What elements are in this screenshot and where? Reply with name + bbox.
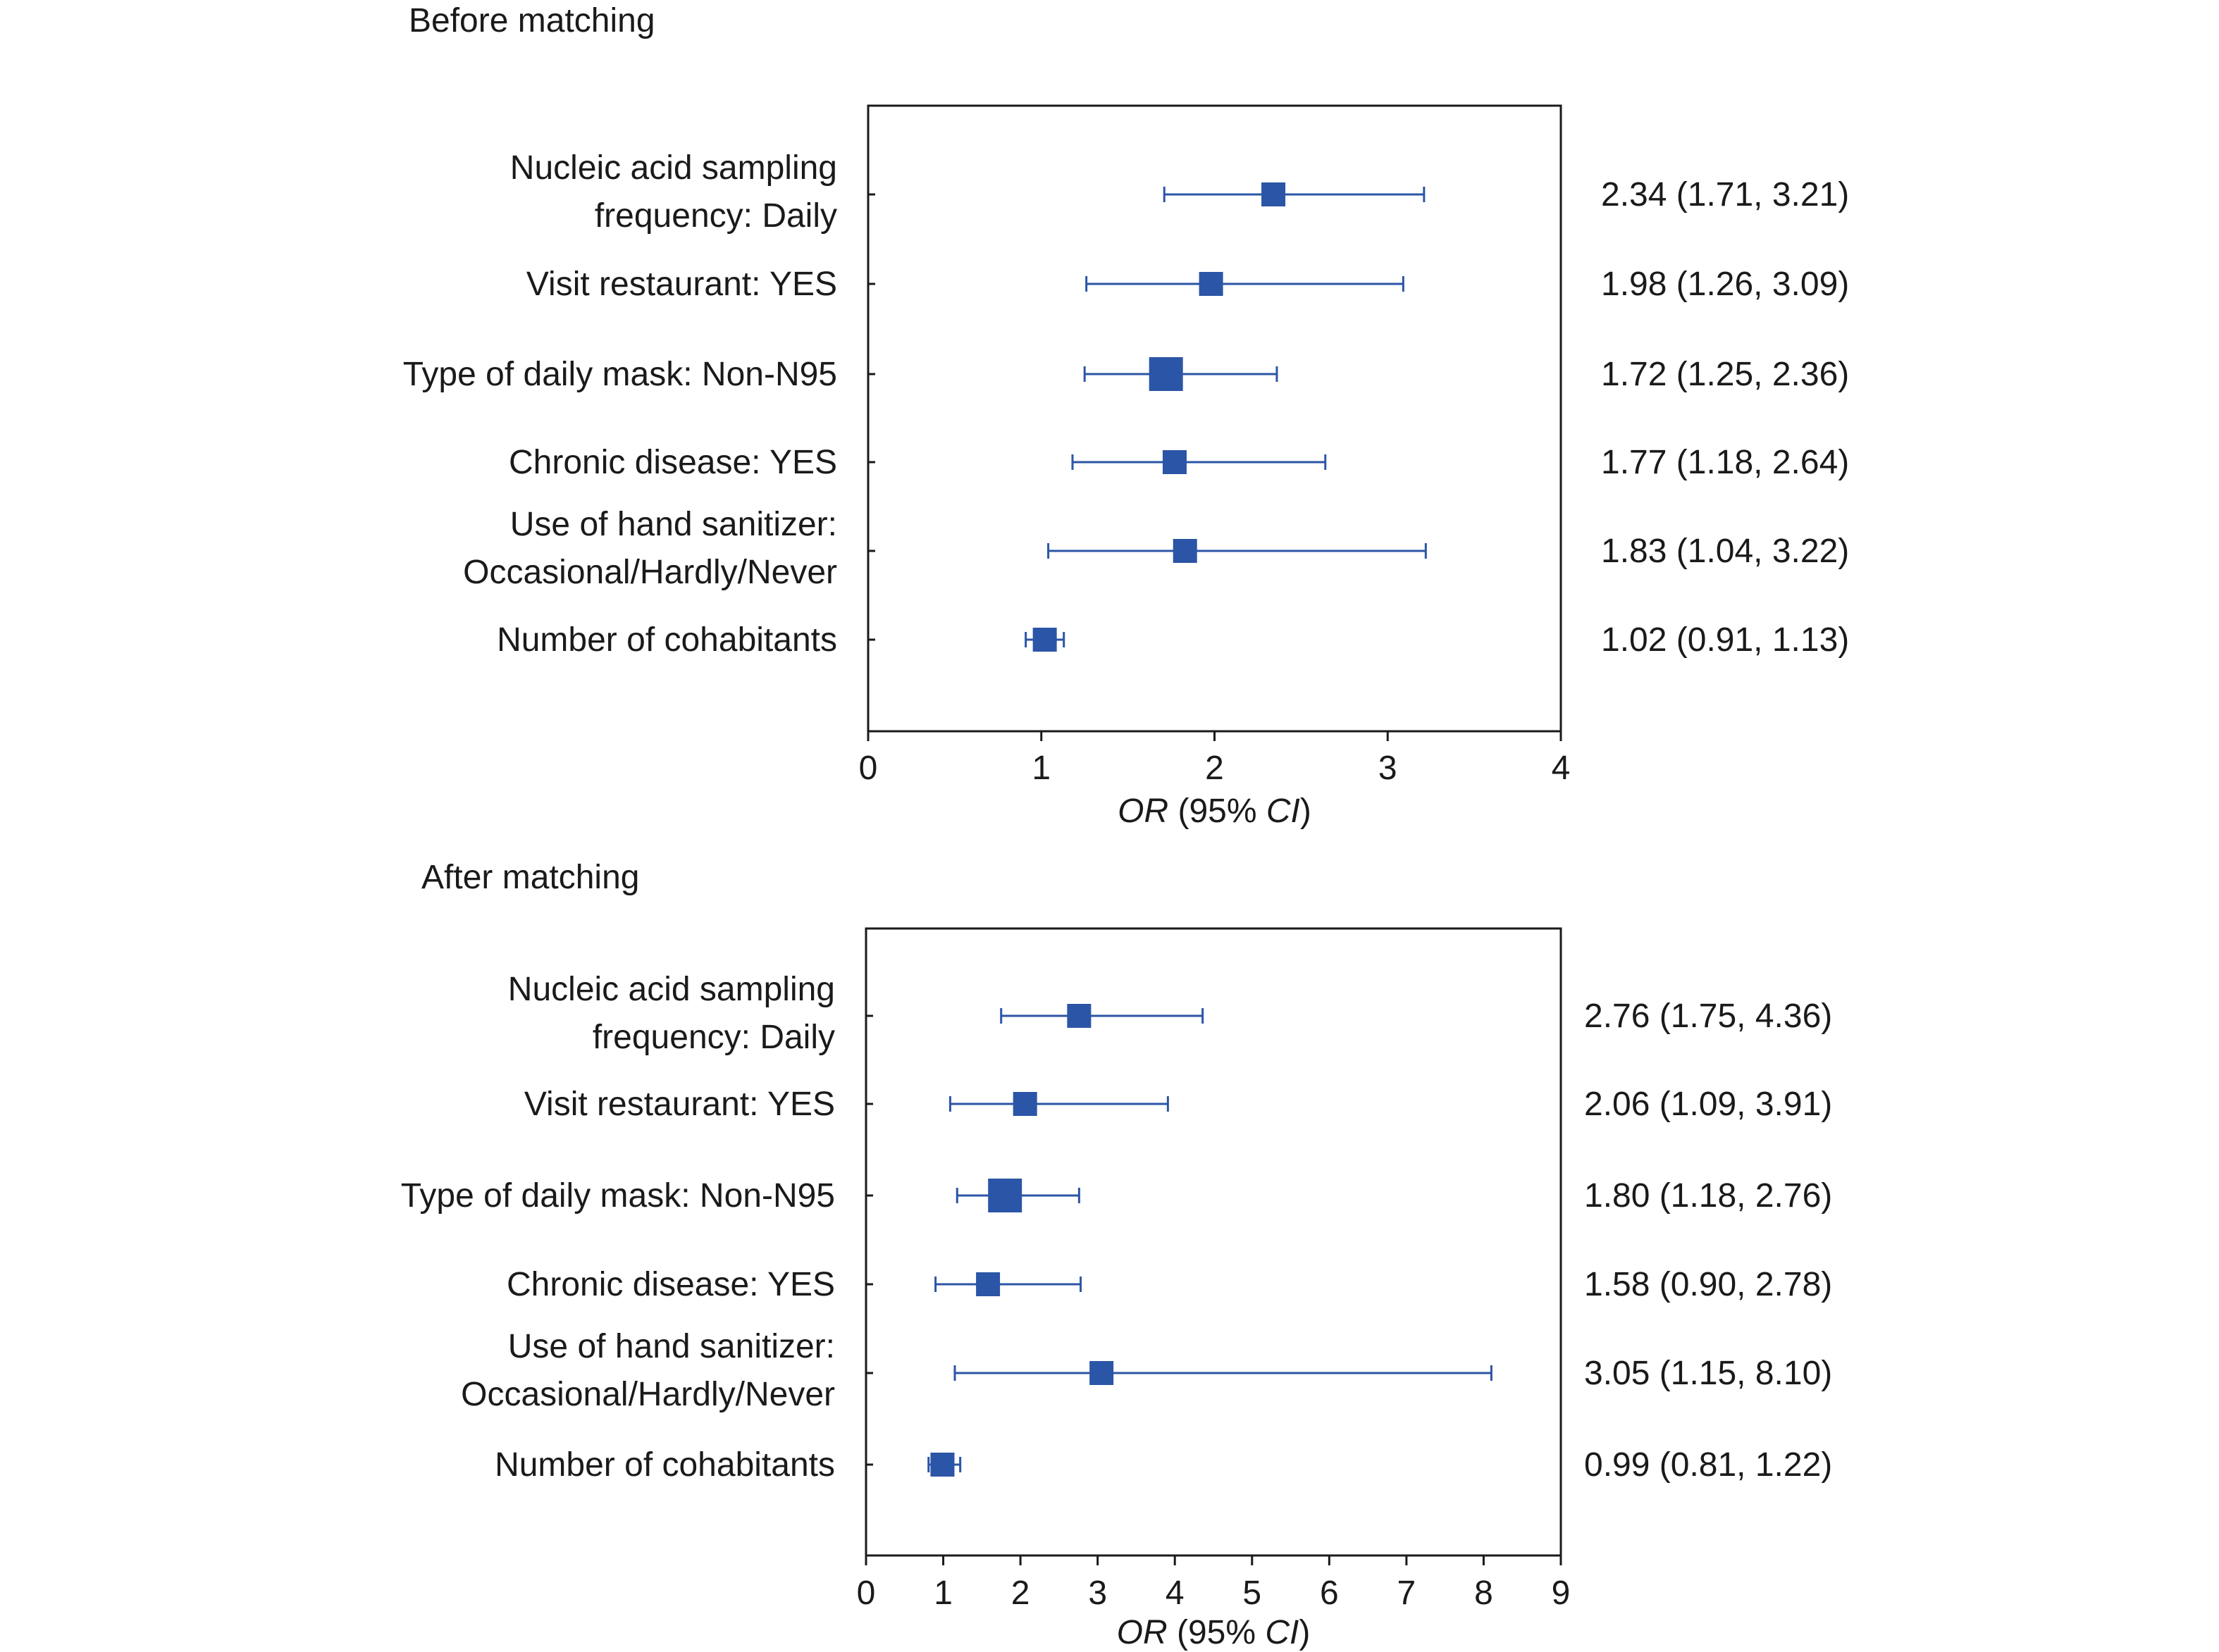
row-label: Number of cohabitants xyxy=(495,1446,835,1484)
x-tick-label: 9 xyxy=(1552,1575,1571,1612)
row-label: Visit restaurant: YES xyxy=(526,266,837,303)
x-tick-label: 0 xyxy=(857,1575,876,1612)
row-label: Chronic disease: YES xyxy=(507,1266,835,1303)
row-label: Occasional/Hardly/Never xyxy=(461,1376,835,1413)
x-tick-label: 3 xyxy=(1088,1575,1107,1612)
or-point-marker xyxy=(988,1179,1022,1212)
x-tick-label: 3 xyxy=(1378,750,1397,787)
or-point-marker xyxy=(1067,1004,1092,1028)
x-tick-label: 2 xyxy=(1205,750,1224,787)
or-ci-value: 1.98 (1.26, 3.09) xyxy=(1601,266,1849,303)
x-tick-label: 7 xyxy=(1397,1575,1416,1612)
or-point-marker xyxy=(1199,272,1223,296)
row-label: frequency: Daily xyxy=(595,197,837,235)
row-label: Occasional/Hardly/Never xyxy=(463,554,837,591)
row-label: Type of daily mask: Non-N95 xyxy=(403,356,837,393)
or-point-marker xyxy=(1089,1361,1114,1385)
row-label: Chronic disease: YES xyxy=(509,444,837,481)
x-axis-label: OR (95% CI) xyxy=(1117,1614,1311,1651)
row-label: Nucleic acid sampling xyxy=(508,971,835,1008)
or-ci-value: 2.76 (1.75, 4.36) xyxy=(1584,998,1832,1035)
or-point-marker xyxy=(1162,450,1187,474)
or-ci-value: 1.77 (1.18, 2.64) xyxy=(1601,444,1849,481)
or-point-marker xyxy=(1173,539,1197,563)
or-ci-value: 1.83 (1.04, 3.22) xyxy=(1601,533,1849,570)
x-tick-label: 0 xyxy=(859,750,878,787)
or-ci-value: 1.02 (0.91, 1.13) xyxy=(1601,621,1849,659)
or-point-marker xyxy=(1261,182,1286,206)
or-point-marker xyxy=(1149,357,1183,391)
panel-title: After matching xyxy=(421,859,639,896)
x-tick-label: 4 xyxy=(1166,1575,1185,1612)
row-label: Use of hand sanitizer: xyxy=(508,1328,835,1365)
or-point-marker xyxy=(976,1272,1001,1296)
row-label: Type of daily mask: Non-N95 xyxy=(401,1177,835,1215)
x-tick-label: 2 xyxy=(1011,1575,1030,1612)
row-label: frequency: Daily xyxy=(593,1019,835,1056)
row-label: Visit restaurant: YES xyxy=(524,1086,835,1123)
x-tick-label: 6 xyxy=(1320,1575,1339,1612)
row-label: Number of cohabitants xyxy=(497,621,837,659)
plot-frame xyxy=(865,927,1562,1557)
row-label: Nucleic acid sampling xyxy=(510,149,837,187)
or-ci-value: 2.06 (1.09, 3.91) xyxy=(1584,1086,1832,1123)
plot-frame xyxy=(867,104,1562,733)
or-point-marker xyxy=(1013,1092,1037,1116)
x-axis-label: OR (95% CI) xyxy=(1118,793,1311,830)
or-ci-value: 2.34 (1.71, 3.21) xyxy=(1601,176,1849,213)
row-label: Use of hand sanitizer: xyxy=(510,506,837,543)
x-tick-label: 5 xyxy=(1242,1575,1261,1612)
or-ci-value: 1.72 (1.25, 2.36) xyxy=(1601,356,1849,393)
x-tick-label: 4 xyxy=(1552,750,1571,787)
x-tick-label: 1 xyxy=(934,1575,953,1612)
or-ci-value: 3.05 (1.15, 8.10) xyxy=(1584,1355,1832,1392)
x-tick-label: 8 xyxy=(1474,1575,1493,1612)
or-point-marker xyxy=(1032,628,1057,652)
or-ci-value: 1.58 (0.90, 2.78) xyxy=(1584,1266,1832,1303)
or-point-marker xyxy=(930,1453,955,1477)
or-ci-value: 0.99 (0.81, 1.22) xyxy=(1584,1446,1832,1484)
panel-title: Before matching xyxy=(409,2,655,39)
x-tick-label: 1 xyxy=(1032,750,1051,787)
or-ci-value: 1.80 (1.18, 2.76) xyxy=(1584,1177,1832,1215)
